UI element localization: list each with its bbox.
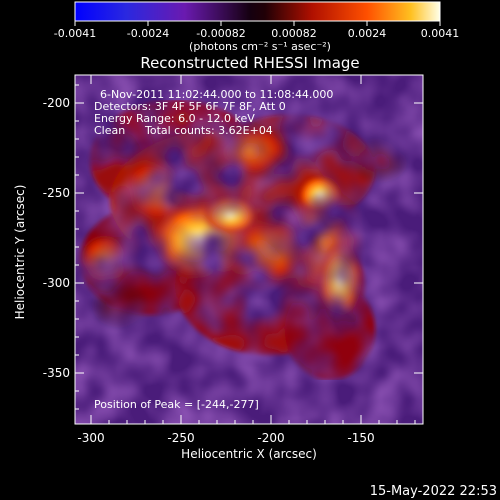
y-axis-ticks <box>75 84 423 410</box>
y-tick-label: -350 <box>43 366 70 380</box>
y-tick-label: -300 <box>43 276 70 290</box>
x-axis-label: Heliocentric X (arcsec) <box>181 447 317 461</box>
total-counts-text: Total counts: 3.62E+04 <box>144 124 273 137</box>
energy-range-text: Energy Range: 6.0 - 12.0 keV <box>94 112 255 125</box>
detectors-text: Detectors: 3F 4F 5F 6F 7F 8F, Att 0 <box>94 100 286 113</box>
colorbar-tick-label: 0.0041 <box>421 27 460 40</box>
algorithm-text: Clean <box>94 124 125 137</box>
colorbar-gradient <box>74 1 441 22</box>
x-tick-label: -300 <box>77 431 104 445</box>
x-tick-label: -200 <box>257 431 284 445</box>
plot-title: Reconstructed RHESSI Image <box>140 54 359 72</box>
x-axis-ticks <box>90 75 416 424</box>
info-overlay: 6-Nov-2011 11:02:44.000 to 11:08:44.000 … <box>94 88 333 411</box>
colorbar-unit-label: (photons cm⁻² s⁻¹ asec⁻²) <box>189 40 331 53</box>
colorbar-tick-label: 0.0024 <box>348 27 387 40</box>
x-tick-label: -250 <box>167 431 194 445</box>
colorbar: -0.0041 -0.0024 -0.00082 0.00082 0.0024 … <box>54 1 460 53</box>
y-tick-label: -200 <box>43 96 70 110</box>
colorbar-tick-label: -0.00082 <box>196 27 245 40</box>
y-tick-label: -250 <box>43 186 70 200</box>
rhessi-image <box>75 75 423 424</box>
peak-position-text: Position of Peak = [-244,-277] <box>94 398 259 411</box>
colorbar-tick-label: -0.0024 <box>127 27 169 40</box>
time-range-text: 6-Nov-2011 11:02:44.000 to 11:08:44.000 <box>100 88 333 101</box>
y-axis-label: Heliocentric Y (arcsec) <box>13 185 27 320</box>
plot-frame <box>74 74 424 425</box>
colorbar-tick-label: 0.00082 <box>271 27 317 40</box>
colorbar-tick-label: -0.0041 <box>54 27 96 40</box>
x-tick-label: -150 <box>347 431 374 445</box>
timestamp: 15-May-2022 22:53 <box>370 484 497 499</box>
